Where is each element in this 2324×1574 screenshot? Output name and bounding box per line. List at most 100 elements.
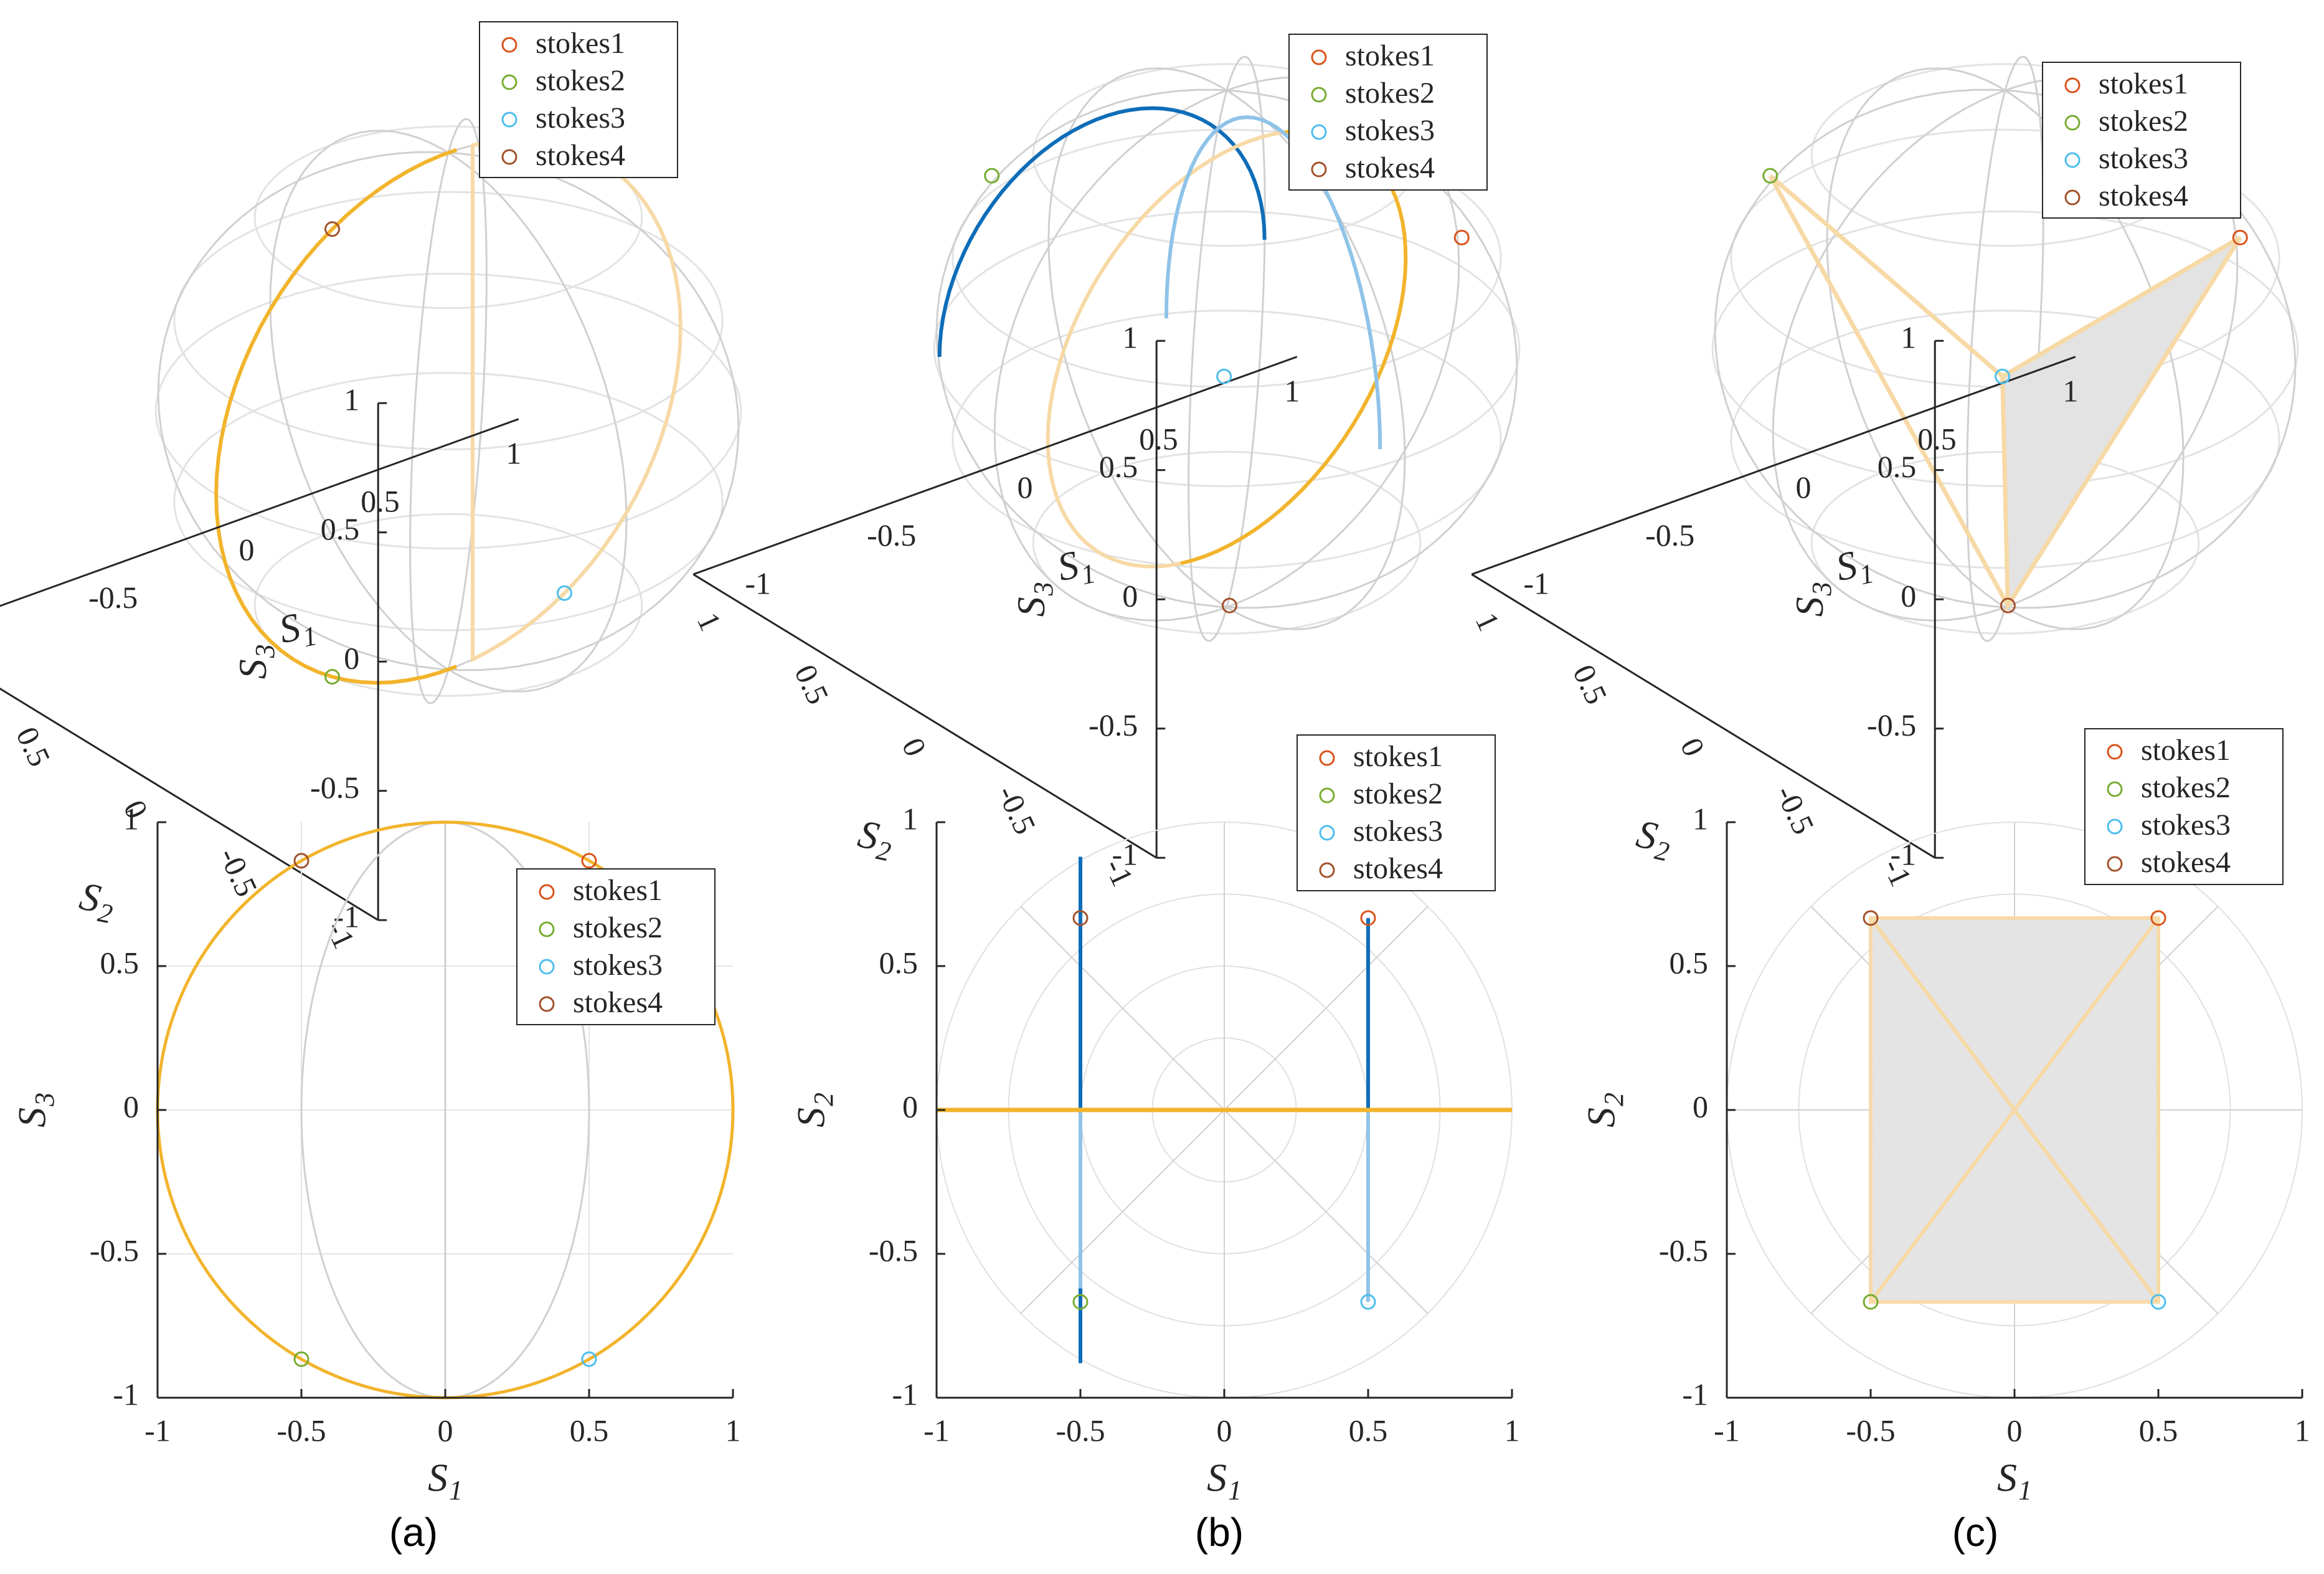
legend-marker-stokes2 xyxy=(501,74,517,90)
y-tick-label: 1 xyxy=(691,607,729,636)
point-stokes2 xyxy=(1762,168,1778,184)
x-tick-label: 0.5 xyxy=(361,484,400,519)
legend-label-stokes3: stokes3 xyxy=(536,102,625,135)
y-tick-label: 0.5 xyxy=(879,945,919,980)
y-tick-label: 0 xyxy=(895,732,933,761)
sphere-latitude xyxy=(154,272,742,550)
legend-label-stokes3: stokes3 xyxy=(1345,114,1435,147)
z-axis-label-subscript: 3 xyxy=(250,644,280,658)
y-axis-label: S2 xyxy=(75,873,119,929)
point-stokes3 xyxy=(581,1351,597,1367)
y-axis-label-subscript: 2 xyxy=(95,897,115,930)
y-tick-label: 1 xyxy=(1693,801,1708,836)
y-tick-label: -0.5 xyxy=(991,780,1043,839)
y-axis-label-subscript: 2 xyxy=(874,835,894,868)
legend-marker-stokes4 xyxy=(2064,189,2081,206)
point-stokes1 xyxy=(1453,229,1470,245)
legend-marker-stokes3 xyxy=(501,111,517,128)
y-axis-label-subscript: 2 xyxy=(1652,835,1672,868)
point-stokes1 xyxy=(2232,229,2248,245)
z-tick-label: 0 xyxy=(1122,579,1138,614)
z-tick-label: -0.5 xyxy=(310,770,359,805)
x-axis-label-subscript: 1 xyxy=(449,1475,463,1505)
x-tick-label: -1 xyxy=(144,1413,171,1448)
y-axis-label-text: S3 xyxy=(10,1093,60,1127)
point-stokes2 xyxy=(324,669,341,685)
x-axis-label-text: S1 xyxy=(1207,1456,1242,1505)
tetrahedron-face xyxy=(2000,235,2242,613)
x-axis-label-subscript: 1 xyxy=(1079,558,1098,591)
x-tick-label: 0.5 xyxy=(570,1413,609,1448)
y-axis-label: S2 xyxy=(1579,1093,1629,1127)
trajectory-back xyxy=(471,137,683,663)
x-tick-label: 0.5 xyxy=(2139,1413,2178,1448)
legend-label-stokes2: stokes2 xyxy=(1345,77,1435,110)
legend-marker-stokes4 xyxy=(539,996,555,1012)
z-tick-label: 0.5 xyxy=(321,511,360,546)
point-stokes4 xyxy=(1072,910,1089,926)
y-tick-label: 0.5 xyxy=(1670,945,1709,980)
y-tick-label: -1 xyxy=(113,1377,139,1411)
y-tick-label: 1 xyxy=(123,801,139,836)
y-axis-label: S2 xyxy=(1632,811,1676,867)
x-tick-label: 1 xyxy=(1504,1413,1520,1448)
y-tick-label: 0 xyxy=(123,1089,139,1124)
z-tick-label: -0.5 xyxy=(1867,708,1916,742)
z-axis-label-subscript: 3 xyxy=(1028,582,1059,596)
legend-label-stokes1: stokes1 xyxy=(536,27,625,60)
legend-marker-stokes2 xyxy=(1311,87,1327,103)
legend-marker-stokes4 xyxy=(1319,862,1335,878)
y-axis-label-text: S2 xyxy=(75,873,119,929)
legend-marker-stokes3 xyxy=(2107,818,2123,835)
point-stokes4 xyxy=(293,853,309,869)
z-axis-label: S3 xyxy=(1787,582,1837,617)
x-axis xyxy=(0,418,519,607)
point-stokes4 xyxy=(1221,597,1237,614)
y-axis-label-text: S2 xyxy=(789,1093,839,1127)
y-axis-label: S2 xyxy=(853,811,897,867)
legend-c-top: stokes1 stokes2 stokes3 stokes4 xyxy=(2042,62,2241,219)
y-tick-label: 0.5 xyxy=(100,945,139,980)
point-stokes3 xyxy=(1216,368,1232,384)
y-axis-label-text: S2 xyxy=(1632,811,1676,867)
z-axis-label-text: S3 xyxy=(230,644,280,679)
y-axis-label: S2 xyxy=(789,1093,839,1127)
z-tick-label: 1 xyxy=(1901,320,1916,355)
point-stokes2 xyxy=(1072,1294,1089,1310)
z-axis-label: S3 xyxy=(230,644,280,679)
blue-path-faint xyxy=(1164,115,1382,450)
x-tick-label: 0.5 xyxy=(1917,422,1957,457)
legend-label-stokes4: stokes4 xyxy=(1345,151,1435,184)
y-tick-label: -0.5 xyxy=(90,1233,139,1268)
z-tick-label: 0.5 xyxy=(1878,449,1917,484)
legend-marker-stokes4 xyxy=(501,149,517,165)
z-tick-label: -0.5 xyxy=(1089,708,1138,742)
x-tick-label: 0 xyxy=(2007,1413,2023,1448)
x-tick-label: 0 xyxy=(438,1413,453,1448)
legend-marker-stokes1 xyxy=(2107,744,2123,760)
y-tick-label: -0.5 xyxy=(1769,780,1821,839)
point-stokes1 xyxy=(581,853,597,869)
y-axis-label-subscript: 2 xyxy=(1599,1093,1629,1106)
y-axis-label-subscript: 2 xyxy=(808,1093,839,1106)
legend-marker-stokes4 xyxy=(1311,161,1327,178)
legend-label-stokes1: stokes1 xyxy=(2141,734,2231,767)
z-axis-label-subscript: 3 xyxy=(1807,582,1837,596)
x-axis xyxy=(1471,356,2076,576)
legend-label-stokes4: stokes4 xyxy=(2141,846,2231,879)
x-axis-label-text: S1 xyxy=(428,1456,463,1505)
y-tick-label: 0.5 xyxy=(1566,659,1614,709)
x-axis-label: S1 xyxy=(428,1456,463,1505)
y-tick-label: 1 xyxy=(1469,607,1507,636)
x-tick-label: -0.5 xyxy=(1846,1413,1895,1448)
z-tick-label: -1 xyxy=(1891,837,1917,872)
legend-label-stokes1: stokes1 xyxy=(1345,39,1435,72)
sphere-meridian xyxy=(215,138,682,684)
rectangle-diagonal xyxy=(1869,917,2160,1303)
z-tick-label: 1 xyxy=(344,382,359,417)
z-axis-label-text: S3 xyxy=(1009,582,1059,617)
x-tick-label: -0.5 xyxy=(88,580,138,615)
